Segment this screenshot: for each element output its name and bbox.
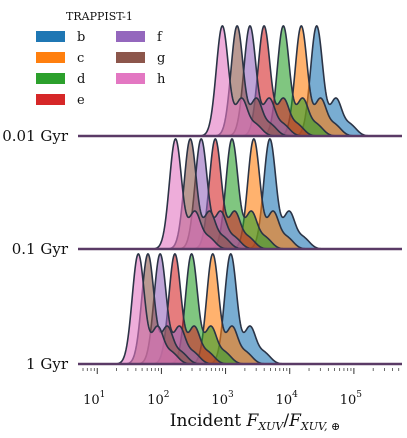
- legend-label: h: [157, 72, 166, 87]
- ridgeline-panels: 0.01 Gyr 0.1 Gyr 1 Gyr: [2, 25, 402, 373]
- x-tick-label: 101: [83, 390, 105, 408]
- x-axis-label: Incident FXUV/FXUV, ⊕: [170, 411, 340, 433]
- x-tick-label: 104: [276, 390, 299, 408]
- legend-swatch: [36, 94, 65, 105]
- legend-swatch: [36, 73, 65, 84]
- x-axis: 101 102 103 104 105: [82, 368, 400, 408]
- legend-label: e: [77, 93, 85, 108]
- legend-item-h: h: [116, 72, 166, 87]
- legend-label: f: [157, 30, 163, 45]
- legend-swatch: [116, 31, 145, 42]
- row-label: 1 Gyr: [26, 355, 69, 373]
- legend-label: d: [77, 72, 85, 87]
- ridge-panel-1: 0.01 Gyr: [2, 25, 402, 145]
- legend-title: TRAPPIST-1: [66, 10, 133, 23]
- legend-label: g: [157, 51, 165, 66]
- legend-item-d: d: [36, 72, 85, 87]
- legend-swatch: [116, 73, 145, 84]
- legend-label: c: [77, 51, 84, 66]
- x-tick-label: 103: [211, 390, 234, 408]
- x-tick-label: 102: [147, 390, 169, 408]
- ridge-panel-3: 1 Gyr: [26, 253, 402, 373]
- x-tick-label: 105: [340, 390, 363, 408]
- legend-item-g: g: [116, 51, 165, 66]
- row-label: 0.1 Gyr: [12, 240, 69, 258]
- ridge-panel-2: 0.1 Gyr: [12, 138, 402, 258]
- legend-swatch: [36, 31, 65, 42]
- legend-item-f: f: [116, 30, 163, 45]
- legend-item-b: b: [36, 30, 85, 45]
- legend-item-c: c: [36, 51, 84, 66]
- row-label: 0.01 Gyr: [2, 127, 69, 145]
- legend-swatch: [116, 52, 145, 63]
- legend-swatch: [36, 52, 65, 63]
- legend-label: b: [77, 30, 85, 45]
- legend-item-e: e: [36, 93, 85, 108]
